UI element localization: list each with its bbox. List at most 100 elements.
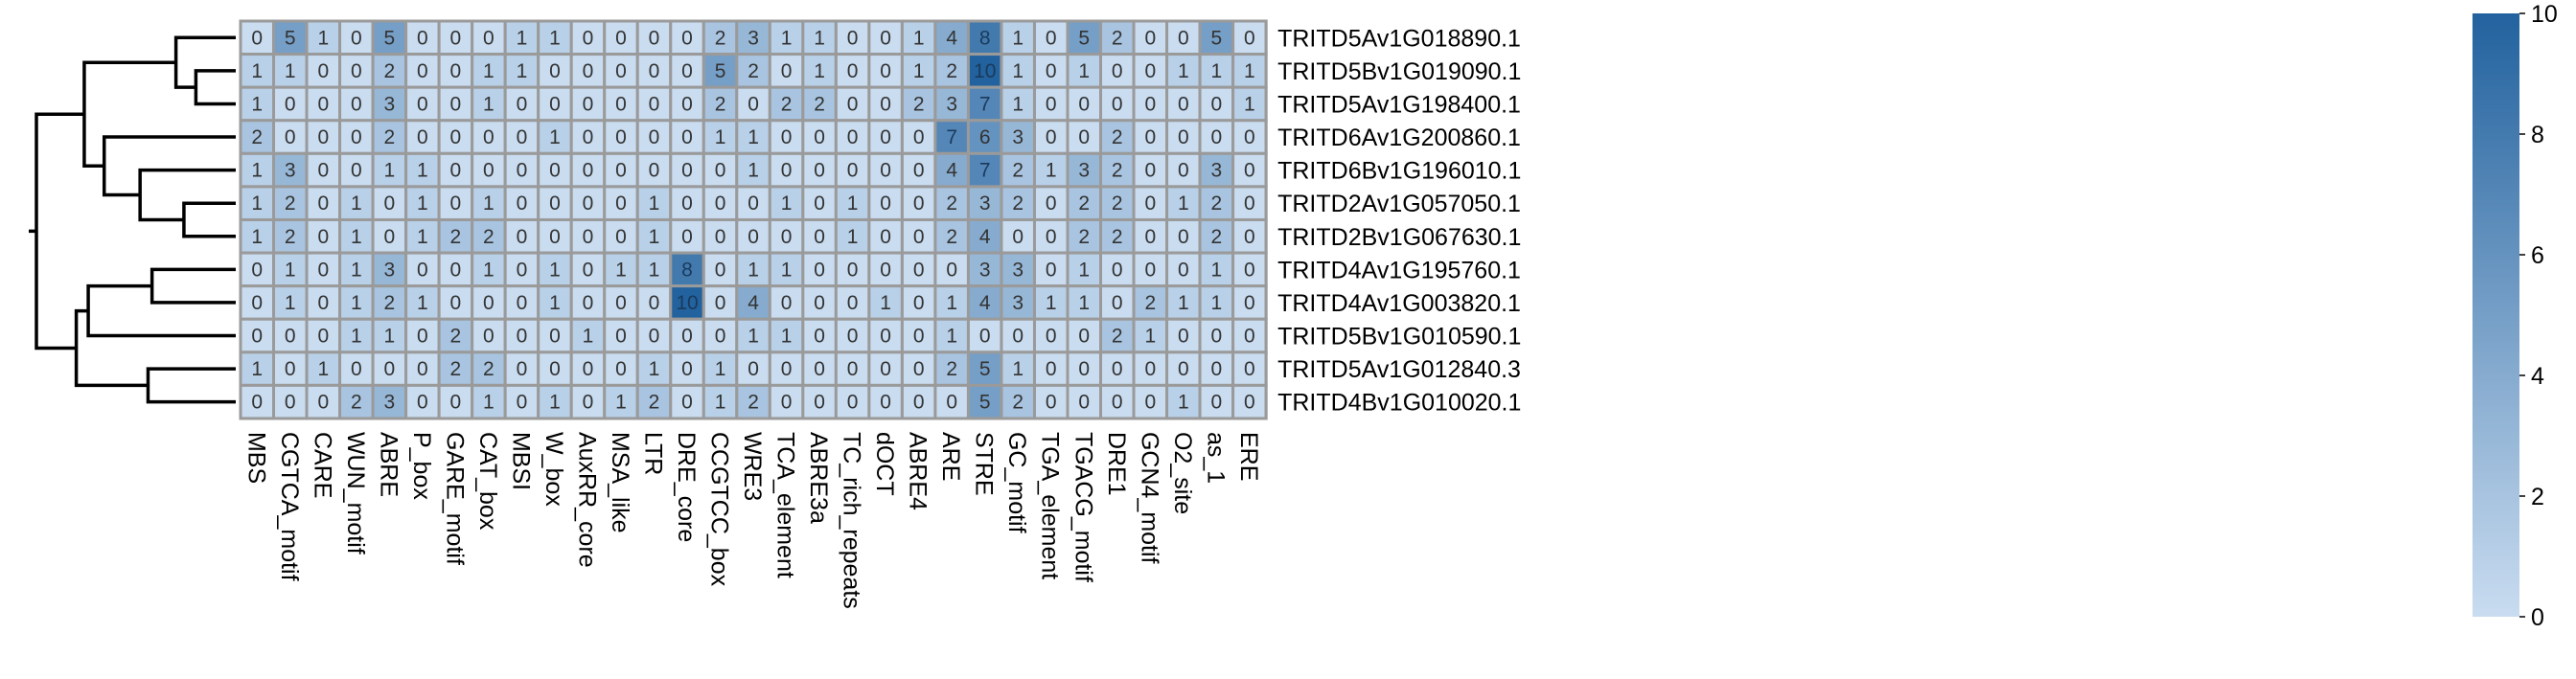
row-label: TRITD5Av1G198400.1 (1277, 91, 1521, 118)
cell-value-label: 0 (483, 126, 494, 148)
cell-value-label: 1 (1144, 326, 1156, 348)
cell-value-label: 4 (979, 292, 991, 314)
heatmap-cell (933, 19, 970, 57)
column-label: P_box (408, 432, 435, 500)
cell-value-label: 1 (913, 60, 925, 82)
cell-value-label: 0 (880, 160, 891, 182)
row-label: TRITD4Av1G003820.1 (1277, 290, 1521, 317)
cell-value-label: 0 (1144, 192, 1156, 215)
cell-value-label: 0 (681, 160, 693, 182)
cell-value-label: 0 (450, 259, 462, 281)
cell-value-label: 0 (417, 60, 428, 82)
cell-value-label: 0 (814, 392, 825, 414)
cell-value-label: 0 (946, 259, 957, 281)
cell-value-label: 0 (483, 326, 494, 348)
cell-value-label: 3 (979, 192, 991, 215)
cell-value-label: 0 (1144, 60, 1156, 82)
cell-value-label: 7 (979, 160, 991, 182)
heatmap-cell (635, 317, 673, 354)
heatmap-cell (1132, 351, 1169, 387)
cell-value-label: 2 (285, 192, 296, 215)
cell-value-label: 1 (715, 358, 726, 380)
cell-value-label: 0 (583, 27, 594, 49)
cell-value-label: 2 (483, 358, 494, 380)
cell-value-label: 2 (946, 226, 957, 248)
cell-value-label: 1 (351, 192, 362, 215)
colorbar-tick-label: 6 (2531, 242, 2544, 269)
cell-value-label: 1 (549, 259, 561, 281)
cell-value-label: 0 (781, 392, 793, 414)
row-label: TRITD5Bv1G010590.1 (1277, 324, 1521, 351)
cell-value-label: 2 (1078, 192, 1090, 215)
cell-value-label: 0 (913, 192, 925, 215)
cell-value-label: 0 (781, 226, 793, 248)
dendrogram-branch (138, 168, 236, 222)
cell-value-label: 1 (483, 60, 494, 82)
dendrogram-branch (86, 283, 236, 338)
colorbar-tick-label: 8 (2531, 122, 2544, 148)
cell-value-label: 0 (681, 60, 693, 82)
cell-value-label: 6 (979, 126, 991, 148)
heatmap-cell (603, 119, 639, 155)
heatmap-cell (735, 284, 771, 321)
heatmap-cell (933, 151, 970, 189)
cell-value-label: 0 (450, 292, 462, 314)
cell-value-label: 0 (317, 226, 329, 248)
cell-value-label: 1 (583, 326, 594, 348)
cell-value-label: 0 (317, 160, 329, 182)
cell-value-label: 3 (1012, 292, 1024, 314)
cell-value-label: 0 (814, 192, 825, 215)
cell-value-label: 0 (649, 27, 660, 49)
cell-value-label: 0 (583, 358, 594, 380)
cell-value-label: 1 (615, 392, 627, 414)
cell-value-label: 1 (649, 192, 660, 215)
column-label: LTR (640, 432, 667, 475)
cell-value-label: 3 (383, 392, 395, 414)
cell-value-label: 0 (517, 160, 528, 182)
cell-value-label: 1 (1178, 60, 1189, 82)
cell-value-label: 0 (913, 126, 925, 148)
heatmap-cell (338, 119, 375, 155)
cell-value-label: 0 (814, 226, 825, 248)
cell-value-label: 0 (1046, 27, 1057, 49)
cell-value-label: 3 (1210, 160, 1222, 182)
colorbar-tick-label: 2 (2531, 484, 2544, 510)
colorbar-tick-label: 10 (2531, 1, 2558, 28)
heatmap-cell (867, 351, 904, 387)
cell-value-label: 0 (913, 358, 925, 380)
cell-value-label: 2 (1012, 392, 1024, 414)
cell-value-label: 0 (517, 358, 528, 380)
heatmap-cell (437, 217, 474, 255)
cell-value-label: 1 (847, 226, 859, 248)
cell-value-label: 0 (1046, 226, 1057, 248)
cell-value-label: 0 (251, 259, 263, 281)
cell-value-label: 0 (251, 326, 263, 348)
heatmap-cell (1231, 19, 1268, 57)
cell-value-label: 0 (615, 93, 627, 115)
cell-value-label: 0 (317, 292, 329, 314)
heatmap-cell (371, 217, 408, 255)
cell-value-label: 5 (1078, 27, 1090, 49)
column-label: MBSI (507, 432, 534, 490)
heatmap-cell (1000, 151, 1036, 189)
heatmap-cell (437, 284, 474, 321)
heatmap-cell (801, 85, 838, 123)
heatmap-cell (371, 53, 408, 89)
cell-value-label: 0 (417, 27, 428, 49)
heatmap-cell (966, 217, 1003, 255)
cell-value-label: 0 (583, 93, 594, 115)
cell-value-label: 2 (1112, 226, 1123, 248)
cell-value-label: 1 (417, 292, 428, 314)
cell-value-label: 1 (285, 292, 296, 314)
column-label: CGTCA_motif (276, 432, 303, 581)
cell-value-label: 0 (351, 160, 362, 182)
heatmap-cell (239, 284, 276, 321)
heatmap-cell (933, 383, 970, 420)
cell-value-label: 0 (1144, 27, 1156, 49)
column-label: TGA_element (1037, 432, 1064, 579)
heatmap-cell (1132, 217, 1169, 255)
cell-value-label: 0 (748, 192, 759, 215)
column-labels: MBS CGTCA_motif CARE WUN_motif ABRE P_box GARE… (242, 432, 1262, 609)
cell-value-label: 0 (383, 226, 395, 248)
